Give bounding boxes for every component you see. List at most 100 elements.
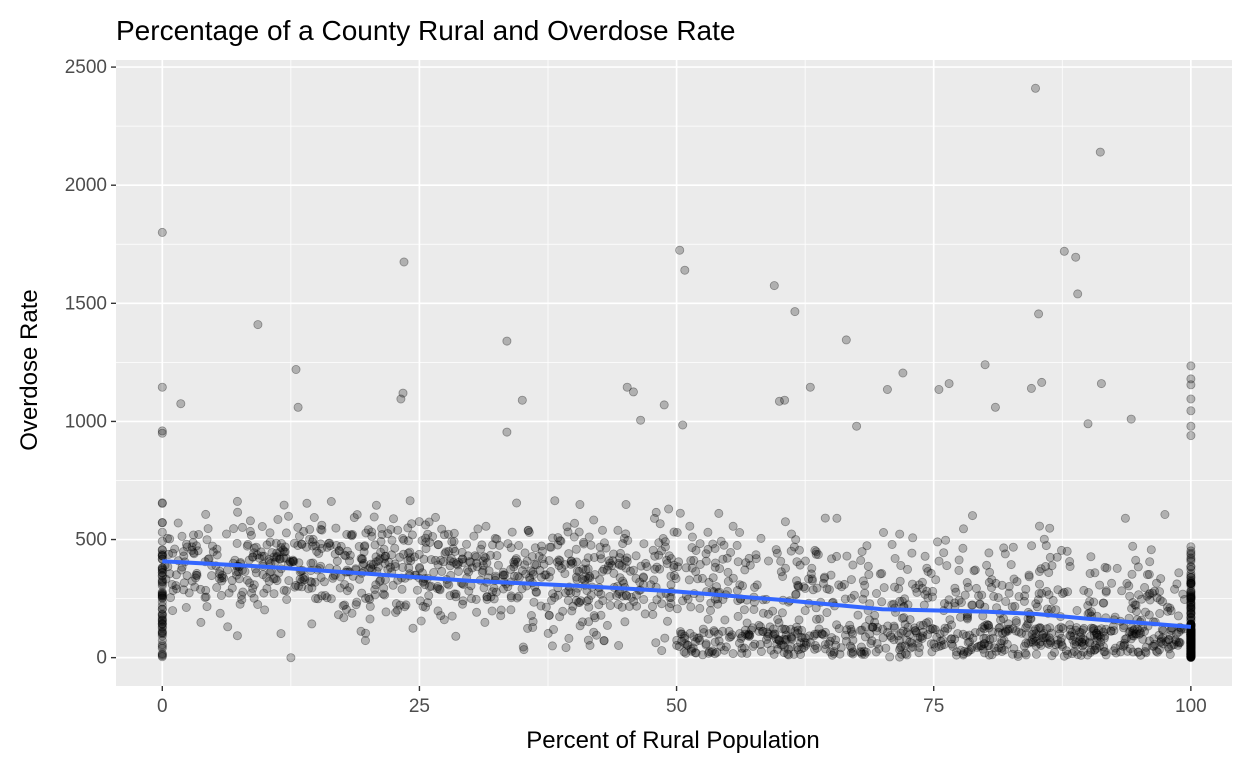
data-point — [1042, 586, 1052, 596]
data-point — [1174, 638, 1184, 648]
data-point — [484, 566, 494, 576]
data-point — [358, 560, 368, 570]
data-point — [453, 566, 463, 576]
data-point — [536, 601, 546, 611]
data-point — [906, 643, 916, 653]
data-point — [877, 597, 887, 607]
data-point — [1034, 589, 1044, 599]
data-point — [874, 644, 884, 654]
data-points — [157, 83, 1196, 663]
data-point — [192, 570, 202, 580]
data-point — [1077, 638, 1087, 648]
data-point — [1065, 624, 1075, 634]
data-point — [510, 559, 520, 569]
data-point — [1131, 629, 1141, 639]
data-point — [288, 557, 298, 567]
data-point — [998, 628, 1008, 638]
data-point — [814, 624, 824, 634]
data-point — [616, 548, 626, 558]
data-point — [342, 546, 352, 556]
data-point — [820, 627, 830, 637]
data-point — [339, 613, 349, 623]
data-point — [1186, 565, 1196, 575]
data-point — [157, 563, 167, 573]
data-point — [762, 635, 772, 645]
data-point — [550, 593, 560, 603]
data-point — [982, 560, 992, 570]
data-point — [229, 524, 239, 534]
data-point — [1186, 631, 1196, 641]
data-point — [157, 579, 167, 589]
trend-line — [162, 559, 1192, 629]
data-point — [1186, 361, 1196, 371]
data-point — [1186, 615, 1196, 625]
data-point — [683, 640, 693, 650]
data-point — [864, 615, 874, 625]
data-point — [1029, 626, 1039, 636]
data-point — [1125, 591, 1135, 601]
data-point — [457, 547, 467, 557]
data-point — [1124, 627, 1134, 637]
data-point — [687, 646, 697, 656]
data-point — [1120, 634, 1130, 644]
data-point — [1186, 652, 1196, 662]
data-point — [248, 583, 258, 593]
data-point — [858, 576, 868, 586]
data-point — [923, 567, 933, 577]
data-point — [466, 594, 476, 604]
data-point — [784, 650, 794, 660]
data-point — [421, 533, 431, 543]
data-point — [1084, 637, 1094, 647]
data-point — [652, 595, 662, 605]
data-point — [682, 640, 692, 650]
data-point — [622, 591, 632, 601]
data-point — [910, 626, 920, 636]
data-point — [574, 597, 584, 607]
data-point — [744, 632, 754, 642]
data-point — [561, 643, 571, 653]
data-point — [157, 613, 167, 623]
data-point — [676, 627, 686, 637]
data-point — [870, 610, 880, 620]
data-point — [283, 511, 293, 521]
data-point — [525, 573, 535, 583]
data-point — [536, 572, 546, 582]
data-point — [790, 307, 800, 317]
data-point — [994, 643, 1004, 653]
data-point — [604, 556, 614, 566]
data-point — [219, 573, 229, 583]
data-point — [786, 632, 796, 642]
data-point — [306, 558, 316, 568]
data-point — [492, 534, 502, 544]
data-point — [157, 498, 167, 508]
data-point — [200, 592, 210, 602]
data-point — [791, 590, 801, 600]
data-point — [755, 640, 765, 650]
data-point — [1009, 574, 1019, 584]
data-point — [1186, 633, 1196, 643]
data-point — [1186, 641, 1196, 651]
data-point — [381, 551, 391, 561]
data-point — [293, 522, 303, 532]
data-point — [635, 577, 645, 587]
data-point — [157, 597, 167, 607]
data-point — [345, 583, 355, 593]
data-point — [449, 528, 459, 538]
data-point — [1127, 629, 1137, 639]
data-point — [1186, 629, 1196, 639]
data-point — [585, 571, 595, 581]
data-point — [398, 549, 408, 559]
data-point — [582, 596, 592, 606]
data-point — [931, 575, 941, 585]
data-point — [975, 627, 985, 637]
data-point — [791, 589, 801, 599]
data-point — [162, 533, 172, 543]
data-point — [796, 632, 806, 642]
data-point — [1186, 647, 1196, 657]
data-point — [1051, 605, 1061, 615]
data-point — [1072, 623, 1082, 633]
data-point — [681, 648, 691, 658]
data-point — [1142, 591, 1152, 601]
data-point — [1186, 556, 1196, 566]
